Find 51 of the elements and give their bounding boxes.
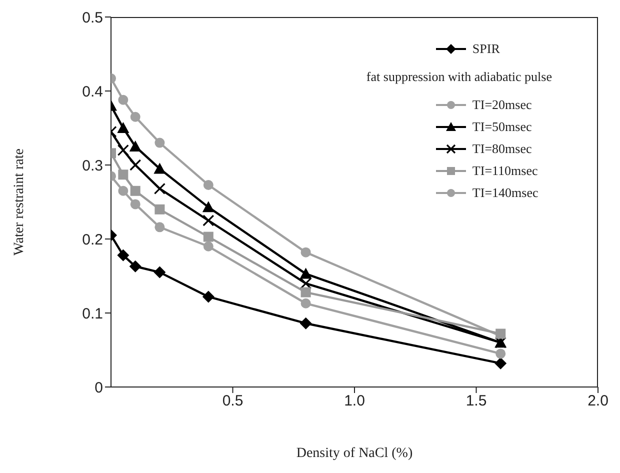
x-tick-label: 1.0 bbox=[344, 392, 365, 410]
point bbox=[117, 249, 130, 262]
point bbox=[300, 247, 311, 258]
point bbox=[203, 232, 214, 242]
x-axis-title: Density of NaCl (%) bbox=[296, 446, 413, 461]
point bbox=[202, 201, 214, 212]
point bbox=[130, 159, 142, 171]
point bbox=[154, 162, 166, 174]
point bbox=[129, 140, 142, 152]
point bbox=[300, 298, 311, 308]
legend-label: SPIR bbox=[472, 40, 500, 58]
point bbox=[494, 357, 507, 370]
point bbox=[130, 186, 140, 196]
point bbox=[154, 138, 165, 148]
point bbox=[130, 112, 140, 122]
y-tick-label: 0.3 bbox=[82, 157, 103, 174]
y-tick-label: 0.2 bbox=[82, 231, 103, 248]
point bbox=[154, 266, 166, 278]
legend-label: TI=110msec bbox=[472, 162, 538, 180]
y-tick-label: 0.1 bbox=[82, 305, 103, 322]
y-tick-label: 0.5 bbox=[82, 9, 103, 26]
point bbox=[202, 214, 214, 226]
point bbox=[300, 287, 311, 298]
point bbox=[118, 170, 128, 180]
y-tick-label: 0.4 bbox=[82, 83, 103, 100]
point bbox=[202, 290, 214, 303]
point bbox=[154, 182, 166, 194]
annotation: fat suppression with adiabatic pulse bbox=[366, 68, 552, 86]
point bbox=[129, 260, 142, 272]
point bbox=[117, 122, 130, 133]
point bbox=[203, 180, 214, 190]
point bbox=[154, 204, 165, 214]
point bbox=[118, 186, 128, 196]
y-axis-title: Water restraint rate bbox=[12, 148, 27, 256]
legend-label: TI=140msec bbox=[472, 184, 538, 202]
point bbox=[117, 144, 129, 156]
legend-label: TI=20msec bbox=[472, 96, 532, 114]
point bbox=[300, 317, 312, 330]
point bbox=[118, 94, 128, 105]
point bbox=[130, 199, 140, 210]
point bbox=[203, 241, 214, 252]
legend-label: TI=80msec bbox=[472, 140, 532, 158]
point bbox=[154, 222, 165, 232]
point bbox=[300, 278, 312, 290]
x-tick-label: 1.5 bbox=[466, 392, 487, 410]
legend-label: TI=50msec bbox=[472, 118, 532, 136]
y-tick-label: 0 bbox=[94, 379, 103, 396]
point bbox=[496, 348, 506, 359]
x-tick-label: 2.0 bbox=[588, 392, 608, 410]
x-tick-label: 0.5 bbox=[222, 392, 244, 410]
point bbox=[300, 268, 312, 279]
